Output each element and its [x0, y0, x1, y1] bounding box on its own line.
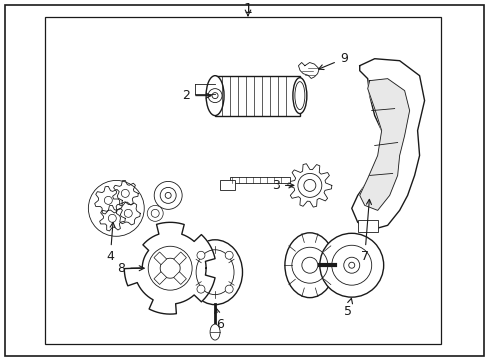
Bar	[173, 252, 186, 265]
Ellipse shape	[206, 76, 224, 116]
Ellipse shape	[285, 233, 335, 298]
Ellipse shape	[188, 240, 243, 305]
Bar	[358, 220, 378, 232]
Bar	[154, 252, 167, 265]
Circle shape	[320, 233, 384, 297]
Polygon shape	[124, 222, 215, 314]
Ellipse shape	[295, 82, 305, 109]
Text: 9: 9	[318, 52, 347, 69]
Text: 6: 6	[215, 308, 224, 331]
Ellipse shape	[196, 250, 234, 294]
Bar	[215, 76, 300, 116]
Text: 1: 1	[244, 2, 252, 16]
Text: 5: 5	[344, 298, 352, 318]
Ellipse shape	[210, 324, 220, 340]
Ellipse shape	[293, 78, 307, 113]
Bar	[173, 272, 186, 284]
Text: 3: 3	[272, 179, 294, 192]
Text: 4: 4	[106, 222, 115, 263]
Bar	[154, 272, 167, 284]
Text: 7: 7	[361, 199, 371, 263]
Circle shape	[225, 285, 233, 293]
Circle shape	[197, 251, 205, 259]
Circle shape	[147, 205, 163, 221]
Polygon shape	[352, 59, 424, 230]
Bar	[46, 17, 441, 344]
Text: 2: 2	[182, 89, 211, 102]
Bar	[230, 177, 290, 183]
Polygon shape	[298, 63, 319, 78]
Polygon shape	[360, 78, 410, 210]
Text: 8: 8	[117, 262, 144, 275]
Circle shape	[225, 251, 233, 259]
Circle shape	[154, 181, 182, 210]
Circle shape	[197, 285, 205, 293]
Bar	[220, 180, 235, 190]
